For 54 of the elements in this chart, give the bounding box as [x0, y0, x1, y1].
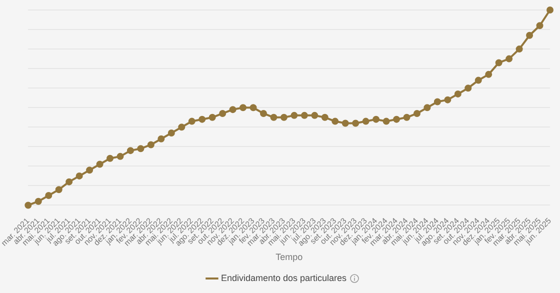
point: [45, 192, 52, 199]
point: [516, 46, 523, 53]
point: [506, 55, 513, 62]
point: [434, 98, 441, 106]
point: [178, 124, 186, 131]
point: [76, 172, 83, 180]
point: [270, 114, 278, 121]
point: [311, 112, 318, 119]
point: [168, 130, 175, 137]
point: [106, 154, 114, 162]
point: [413, 110, 420, 117]
point: [188, 118, 196, 125]
point: [198, 116, 206, 123]
point: [260, 110, 267, 117]
point: [474, 76, 482, 84]
point: [55, 186, 62, 194]
point: [362, 118, 370, 125]
point: [372, 116, 380, 123]
point: [280, 114, 288, 121]
point: [229, 106, 236, 114]
point: [546, 6, 554, 14]
point: [290, 112, 298, 119]
point: [34, 198, 42, 205]
point: [240, 104, 247, 112]
point: [96, 160, 104, 168]
point: [332, 118, 339, 125]
point: [485, 70, 492, 78]
point: [158, 135, 165, 142]
x-axis-title: Tempo: [276, 252, 303, 262]
point: [536, 22, 544, 30]
point: [424, 104, 431, 112]
point: [495, 59, 502, 66]
point: [321, 114, 328, 121]
point: [444, 96, 452, 104]
point: [126, 147, 134, 154]
point: [66, 178, 73, 186]
point: [342, 120, 349, 127]
point: [86, 166, 94, 174]
legend-label: Endividamento dos particulares: [220, 272, 348, 283]
point: [147, 141, 154, 148]
point: [250, 104, 257, 112]
point: [526, 32, 534, 39]
point: [403, 114, 410, 121]
point: [464, 84, 472, 92]
point: [219, 110, 226, 117]
point: [116, 152, 124, 160]
point: [300, 112, 308, 119]
point: [352, 120, 360, 127]
point: [393, 116, 400, 123]
point: [137, 145, 144, 152]
point: [382, 118, 390, 125]
point: [24, 202, 32, 209]
point: [454, 90, 462, 98]
point: [208, 114, 216, 121]
